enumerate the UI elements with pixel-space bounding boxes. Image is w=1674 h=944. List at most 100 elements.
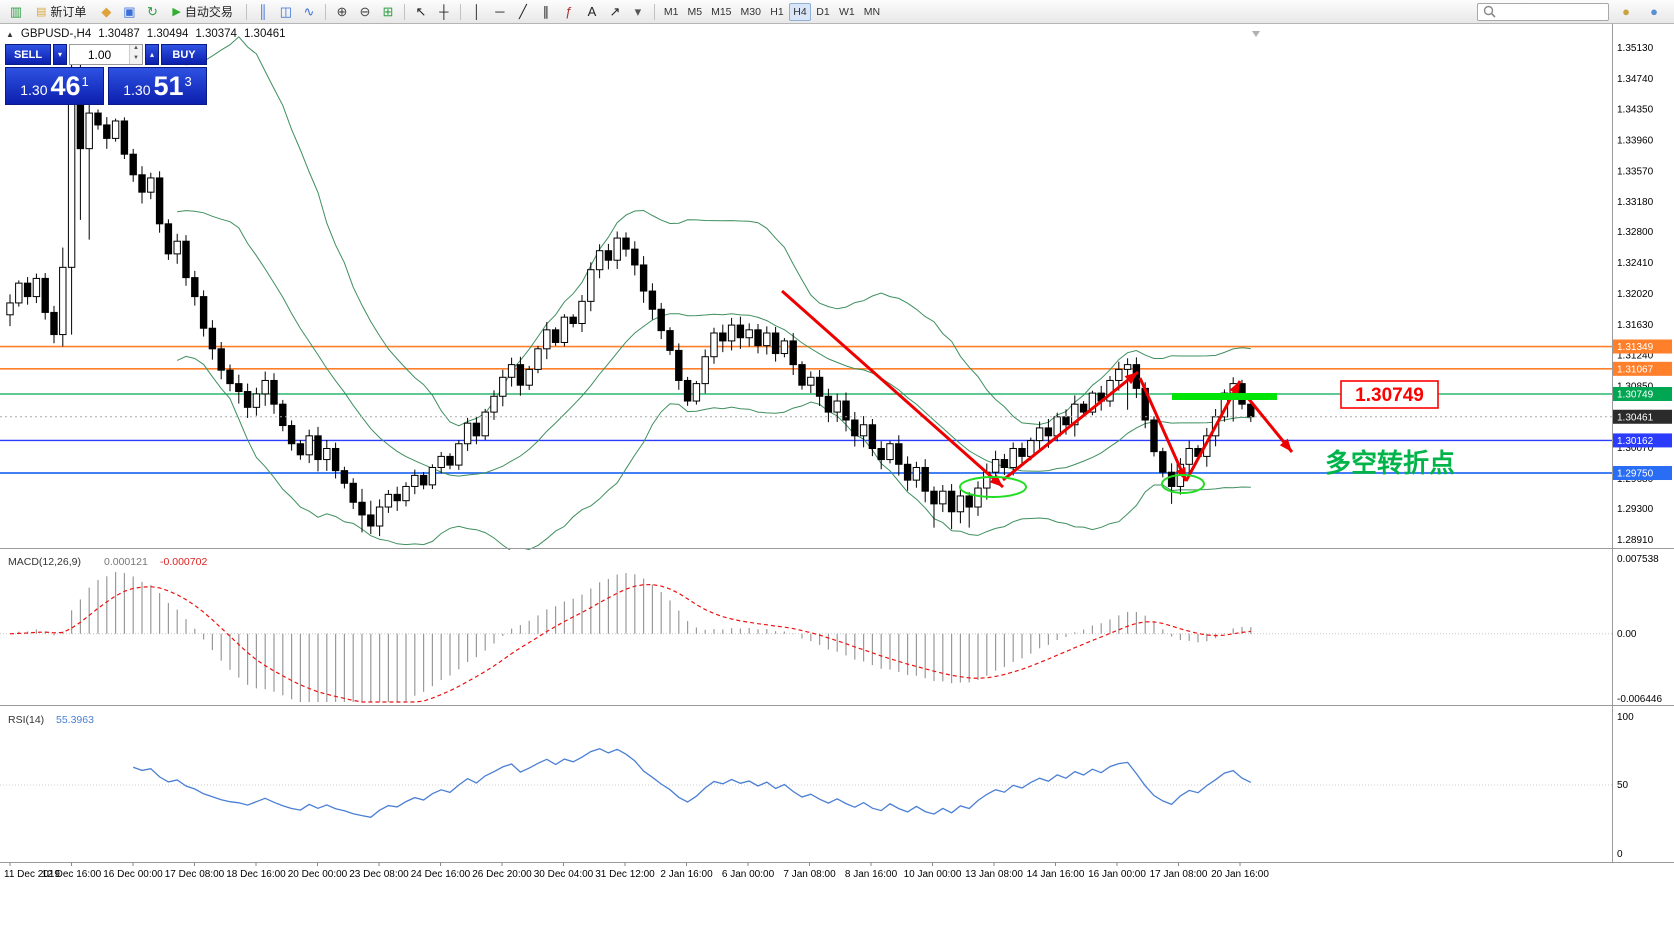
svg-text:1.31067: 1.31067 <box>1617 364 1654 375</box>
new-order-button[interactable]: ▤ 新订单 <box>28 2 94 22</box>
svg-text:1.33960: 1.33960 <box>1617 135 1654 146</box>
tile-windows-icon[interactable]: ⊞ <box>382 3 394 19</box>
toolbar-separator <box>245 3 247 20</box>
timeframe-button-mn[interactable]: MN <box>863 5 881 18</box>
svg-text:1.28910: 1.28910 <box>1617 535 1654 546</box>
channel-tool-icon[interactable]: ∥ <box>542 3 550 19</box>
favorites-icon[interactable]: ◆ <box>101 3 112 19</box>
timeframe-button-m15[interactable]: M15 <box>711 5 732 18</box>
toolbar-right: ● ● <box>1477 2 1669 22</box>
svg-text:8 Jan 16:00: 8 Jan 16:00 <box>845 869 898 880</box>
svg-text:1.32800: 1.32800 <box>1617 227 1654 238</box>
one-click-toggle-icon[interactable]: ▲ <box>6 29 14 39</box>
svg-text:55.3963: 55.3963 <box>56 714 94 726</box>
refresh-icon[interactable]: ↻ <box>146 3 158 19</box>
bar-chart-icon[interactable]: ║ <box>258 4 268 19</box>
candlestick-chart-icon[interactable]: ◫ <box>279 3 293 19</box>
svg-text:100: 100 <box>1617 712 1634 723</box>
support-bar-annotation <box>1172 393 1277 400</box>
market-watch-icon[interactable]: ▣ <box>123 3 136 19</box>
news-icon[interactable]: ● <box>1622 4 1630 19</box>
svg-text:18 Dec 16:00: 18 Dec 16:00 <box>226 869 286 880</box>
search-box <box>1477 2 1609 21</box>
svg-text:31 Dec 12:00: 31 Dec 12:00 <box>595 869 655 880</box>
toolbar-items: ▥ ▤ 新订单 ◆ ▣ ↻ ▶ 自动交易 ║ ◫ ∿ ⊕ ⊖ ⊞ ↖ ┼ │ ─ ╱ ∥ ƒ A ↗ ▾ M1 M5 M15 M30 H… <box>5 2 884 22</box>
lot-decrease-icon[interactable]: ▼ <box>133 54 139 61</box>
macd-layer: MACD(12,26,9) 0.000121 -0.000702 0.007538 0.… <box>0 554 1662 705</box>
buy-price-prefix: 1.30 <box>123 82 151 98</box>
svg-text:26 Dec 20:00: 26 Dec 20:00 <box>472 869 532 880</box>
fibonacci-tool-icon[interactable]: ƒ <box>565 4 573 19</box>
trendline-tool-icon[interactable]: ╱ <box>518 3 527 19</box>
svg-text:1.30162: 1.30162 <box>1617 436 1654 447</box>
svg-text:20 Dec 00:00: 20 Dec 00:00 <box>288 869 348 880</box>
timeframe-button-w1[interactable]: W1 <box>838 5 855 18</box>
crosshair-icon[interactable]: ┼ <box>439 4 449 19</box>
line-chart-icon[interactable]: ∿ <box>303 3 315 19</box>
svg-text:1.29750: 1.29750 <box>1617 469 1654 480</box>
svg-text:1.31630: 1.31630 <box>1617 320 1654 331</box>
candles-layer <box>0 36 1612 550</box>
buy-options-dropdown[interactable]: ▴ <box>145 44 159 65</box>
svg-text:1.30461: 1.30461 <box>1617 412 1654 423</box>
svg-text:1.31240: 1.31240 <box>1617 351 1654 362</box>
buy-price-button[interactable]: 1.30 51 3 <box>108 67 207 105</box>
toolbar: ▥ ▤ 新订单 ◆ ▣ ↻ ▶ 自动交易 ║ ◫ ∿ ⊕ ⊖ ⊞ ↖ ┼ │ ─ ╱ ∥ ƒ A ↗ ▾ M1 M5 M15 M30 H… <box>0 0 1674 24</box>
chart-app-icon[interactable]: ▥ <box>9 3 23 19</box>
timeframe-button-m1[interactable]: M1 <box>663 5 679 18</box>
auto-trading-button[interactable]: ▶ 自动交易 <box>164 2 240 22</box>
buy-price-big: 51 <box>153 70 184 101</box>
zoom-out-icon[interactable]: ⊖ <box>359 3 371 19</box>
search-input[interactable] <box>1501 5 1604 18</box>
svg-text:1.29300: 1.29300 <box>1617 504 1654 515</box>
symbol-timeframe: GBPUSD-,H4 <box>20 28 92 40</box>
zoom-in-icon[interactable]: ⊕ <box>336 3 348 19</box>
quote-high: 1.30494 <box>146 28 189 40</box>
sell-options-dropdown[interactable]: ▾ <box>53 44 67 65</box>
buy-button[interactable]: BUY <box>161 44 207 65</box>
toolbar-separator <box>324 3 326 20</box>
sell-price-big: 46 <box>50 70 81 101</box>
sell-button[interactable]: SELL <box>5 44 51 65</box>
timeframe-button-d1[interactable]: D1 <box>816 5 830 18</box>
auto-trading-button-label: 自动交易 <box>184 5 233 19</box>
svg-text:30 Dec 04:00: 30 Dec 04:00 <box>534 869 594 880</box>
svg-text:17 Jan 08:00: 17 Jan 08:00 <box>1150 869 1208 880</box>
lot-spinner[interactable]: ▲ ▼ <box>129 45 142 64</box>
svg-text:50: 50 <box>1617 780 1629 791</box>
svg-text:0.007538: 0.007538 <box>1617 554 1659 565</box>
timeframe-button-m5[interactable]: M5 <box>687 5 703 18</box>
chart-shift-marker <box>1252 31 1260 37</box>
svg-text:1.35130: 1.35130 <box>1617 43 1654 54</box>
timeframe-button-h1[interactable]: H1 <box>770 5 784 18</box>
svg-text:17 Dec 08:00: 17 Dec 08:00 <box>165 869 225 880</box>
shapes-dropdown-icon[interactable]: ▾ <box>634 3 642 19</box>
lot-size-input[interactable] <box>70 45 129 64</box>
sell-price-button[interactable]: 1.30 46 1 <box>5 67 104 105</box>
arrows-tool-icon[interactable]: ↗ <box>609 3 621 19</box>
svg-text:0.00: 0.00 <box>1617 629 1637 640</box>
lot-increase-icon[interactable]: ▲ <box>133 45 139 51</box>
community-icon[interactable]: ● <box>1650 4 1658 19</box>
svg-text:MACD(12,26,9): MACD(12,26,9) <box>8 556 81 568</box>
rsi-layer: RSI(14) 55.3963 100 50 0 <box>0 712 1634 860</box>
timeframe-button-m30[interactable]: M30 <box>740 5 761 18</box>
timeframe-button-h4[interactable]: H4 <box>788 2 811 21</box>
quote-low: 1.30374 <box>195 28 237 40</box>
cursor-icon[interactable]: ↖ <box>415 3 427 19</box>
toolbar-separator <box>653 3 655 20</box>
svg-text:1.34740: 1.34740 <box>1617 74 1654 85</box>
svg-text:1.33180: 1.33180 <box>1617 197 1654 208</box>
price-label-annotation <box>1340 380 1439 409</box>
search-icon <box>1483 5 1496 18</box>
svg-text:11 Dec 2019: 11 Dec 2019 <box>4 869 60 880</box>
vertical-line-tool-icon[interactable]: │ <box>472 4 481 19</box>
horizontal-line-tool-icon[interactable]: ─ <box>495 4 505 19</box>
chart-status-line: ▲ GBPUSD-,H4 1.30487 1.30494 1.30374 1.3… <box>6 28 286 40</box>
svg-text:-0.006446: -0.006446 <box>1617 694 1662 705</box>
text-tool-icon[interactable]: A <box>587 4 597 19</box>
svg-text:1.34350: 1.34350 <box>1617 105 1654 116</box>
svg-text:23 Dec 08:00: 23 Dec 08:00 <box>349 869 409 880</box>
annotations-layer: 1.30749 多空转折点 <box>781 289 1455 498</box>
